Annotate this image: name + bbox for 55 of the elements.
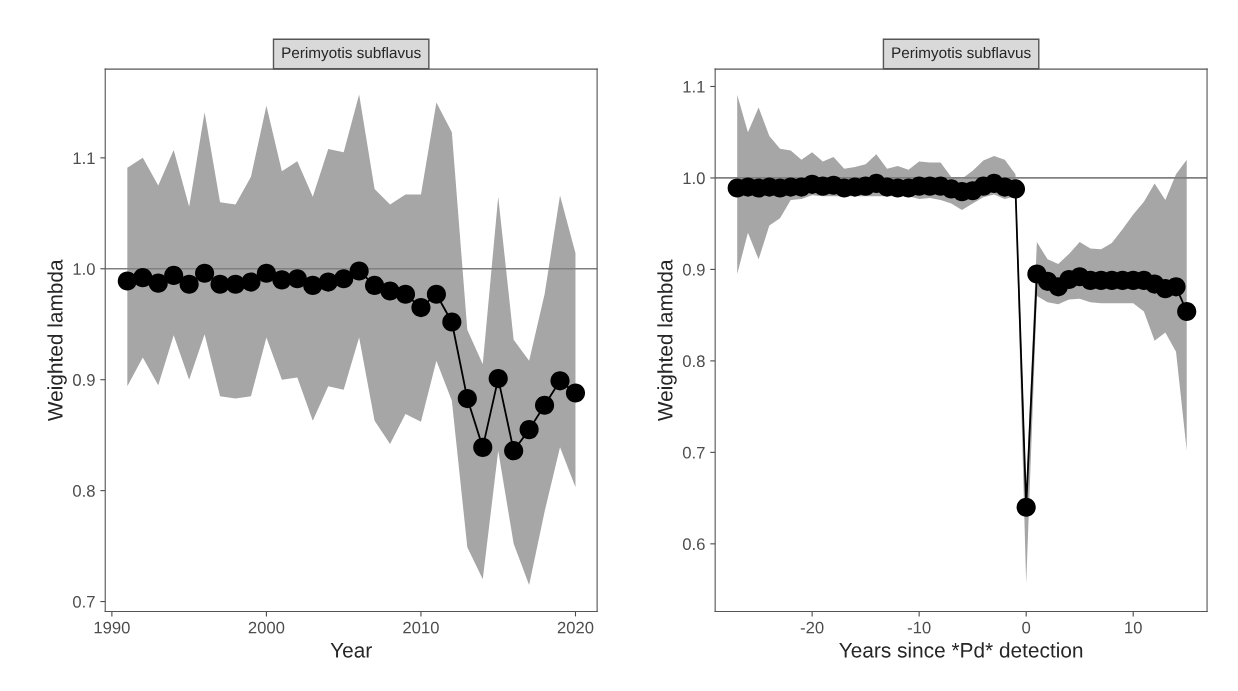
x-tick-label: 2020 — [557, 621, 594, 634]
point — [1005, 179, 1026, 199]
point — [1177, 301, 1197, 322]
y-tick-label: 1.0 — [73, 263, 95, 275]
point — [1016, 497, 1036, 517]
point — [225, 274, 246, 294]
x-tick-label: -10 — [907, 621, 931, 634]
point — [565, 383, 586, 403]
y-tick-label: 1.0 — [683, 172, 705, 185]
point — [426, 284, 446, 304]
y-tick-label: 0.9 — [682, 263, 705, 276]
y-tick-label: 0.9 — [72, 374, 95, 386]
point — [334, 269, 354, 289]
y-tick-label: 0.8 — [72, 485, 95, 497]
x-tick-label: 0 — [1022, 621, 1031, 634]
y-axis-title: Weighted lambda — [47, 259, 67, 422]
point — [365, 275, 385, 295]
chart-title: Perimyotis subflavus — [282, 46, 421, 62]
point — [442, 312, 462, 332]
point — [303, 275, 323, 295]
point — [241, 272, 261, 292]
point — [1166, 277, 1186, 297]
point — [457, 388, 477, 409]
x-tick-label: 2010 — [403, 621, 439, 634]
x-axis-title: Year — [330, 643, 372, 658]
y-tick-label: 0.8 — [682, 355, 705, 368]
x-axis-title: Years since *Pd* detection — [839, 642, 1083, 658]
point — [256, 263, 276, 283]
x-tick-label: 1990 — [94, 621, 130, 634]
point — [550, 371, 570, 391]
point — [395, 284, 416, 304]
point — [349, 261, 369, 281]
point — [535, 395, 555, 415]
point — [287, 269, 307, 289]
y-tick-label: 1.1 — [683, 81, 705, 93]
point — [195, 263, 215, 283]
point — [117, 271, 137, 291]
y-tick-label: 0.7 — [72, 595, 95, 608]
x-tick-label: 2000 — [248, 621, 285, 634]
point — [133, 268, 153, 288]
y-tick-label: 0.7 — [682, 446, 705, 459]
point — [411, 298, 431, 318]
y-axis-title: Weighted lambda — [657, 259, 677, 422]
point — [164, 265, 184, 285]
y-tick-label: 0.6 — [682, 538, 705, 551]
y-tick-label: 1.1 — [73, 152, 95, 164]
chart-title: Perimyotis subflavus — [892, 46, 1031, 62]
x-tick-label: -20 — [800, 621, 824, 634]
point — [179, 274, 199, 294]
x-tick-label: 10 — [1125, 621, 1142, 634]
point — [148, 273, 168, 293]
point — [519, 420, 539, 440]
point — [504, 441, 524, 461]
point — [488, 369, 508, 389]
point — [473, 437, 493, 457]
